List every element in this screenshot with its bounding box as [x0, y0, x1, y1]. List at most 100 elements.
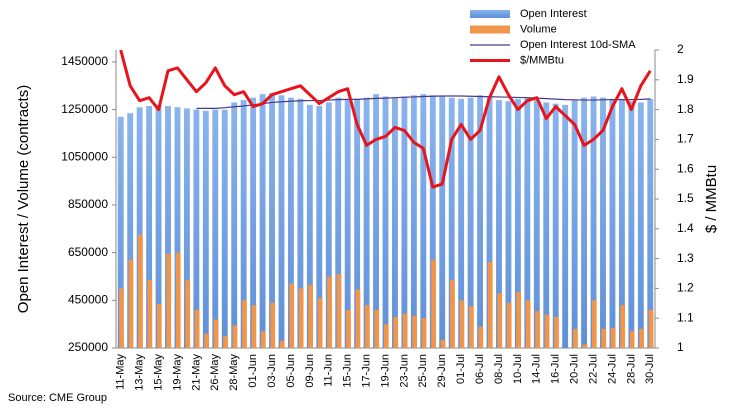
x-tick-label: 25-Jun [417, 354, 429, 388]
y2-tick-label: 1.5 [677, 191, 694, 205]
bar [525, 300, 531, 348]
y2-tick-label: 1 [677, 340, 684, 354]
bar [458, 98, 465, 348]
bar [639, 328, 644, 348]
x-tick-label: 11-May [115, 354, 127, 390]
bar [193, 109, 200, 348]
y-tick-label: 1250000 [61, 102, 108, 116]
bar [497, 293, 503, 348]
bar [146, 106, 153, 348]
bar [260, 331, 266, 348]
x-tick-label: 17-Jun [360, 354, 372, 388]
bar [506, 302, 512, 348]
x-tick-label: 26-May [209, 354, 221, 391]
bar [306, 104, 313, 348]
bar [459, 300, 465, 348]
bar [609, 98, 616, 348]
source: Source: CME Group [8, 392, 107, 404]
y-tick-label: 1050000 [61, 149, 108, 163]
bar [505, 101, 512, 348]
bar [648, 309, 654, 348]
bar [344, 100, 351, 349]
bar [156, 303, 162, 348]
bar [185, 280, 191, 348]
bar [363, 97, 370, 349]
x-tick-label: 19-Jun [379, 354, 391, 388]
bar [194, 309, 200, 348]
bar [421, 318, 427, 348]
bar [600, 97, 606, 349]
bar [325, 102, 332, 348]
bar [450, 280, 455, 348]
bar [618, 100, 625, 349]
bar [242, 300, 247, 348]
x-tick-label: 15-Jun [342, 354, 354, 388]
bar [439, 96, 446, 348]
y2-tick-label: 1.6 [677, 161, 694, 175]
bar [165, 106, 171, 348]
bar [535, 311, 540, 348]
x-tick-label: 28-Jul [625, 354, 637, 384]
bar [401, 96, 408, 348]
bar [316, 106, 323, 348]
x-tick-label: 22-Jul [587, 354, 599, 384]
y-axis-title: Open Interest / Volume (contracts) [15, 85, 32, 313]
x-tick-label: 30-Jul [644, 354, 656, 384]
bar [402, 313, 408, 348]
bar [524, 97, 531, 349]
bar [393, 317, 399, 348]
y2-tick-label: 1.2 [677, 281, 694, 295]
x-tick-label: 08-Jul [493, 354, 505, 384]
x-tick-label: 23-Jun [398, 354, 410, 388]
bar [487, 262, 493, 348]
x-tick-label: 29-Jun [436, 354, 448, 388]
bar [175, 252, 181, 348]
bar [374, 309, 380, 348]
bar [562, 104, 569, 348]
bar [213, 319, 219, 348]
bar [478, 326, 484, 348]
y-tick-label: 1450000 [61, 54, 108, 68]
x-tick-label: 03-Jun [266, 354, 278, 388]
bar [429, 95, 436, 349]
x-tick-label: 14-Jul [531, 354, 543, 384]
legend-swatch [470, 25, 510, 34]
x-tick-label: 20-Jul [569, 354, 581, 384]
bar [383, 324, 389, 348]
y2-tick-label: 1.4 [677, 221, 694, 235]
x-tick-label: 10-Jul [512, 354, 524, 384]
bar [223, 336, 228, 348]
bar [364, 305, 370, 348]
bar [212, 109, 219, 348]
y2-tick-label: 1.8 [677, 102, 694, 116]
x-tick-label: 06-Jul [474, 354, 486, 384]
bar [620, 305, 626, 348]
bar [581, 97, 588, 349]
bar [552, 103, 559, 348]
bar [440, 339, 446, 348]
bar [628, 101, 635, 348]
bar [127, 113, 134, 349]
bar [354, 98, 361, 348]
bar [119, 288, 124, 348]
bar [317, 297, 323, 348]
bar [543, 102, 550, 348]
bar [232, 325, 238, 348]
x-tick-label: 05-Jun [285, 354, 297, 388]
bar [533, 100, 540, 349]
bar [544, 314, 550, 348]
x-tick-label: 09-Jun [304, 354, 316, 388]
bar [382, 96, 389, 348]
bar [269, 92, 275, 348]
bar [590, 96, 597, 348]
bar [308, 284, 313, 348]
y-tick-label: 250000 [68, 340, 108, 354]
bar [514, 98, 521, 348]
x-tick-label: 19-May [171, 354, 183, 391]
x-tick-label: 01-Jul [455, 354, 467, 384]
x-tick-label: 13-May [134, 354, 146, 391]
bar [297, 98, 304, 348]
bar [591, 300, 597, 348]
legend-swatch [470, 10, 510, 18]
